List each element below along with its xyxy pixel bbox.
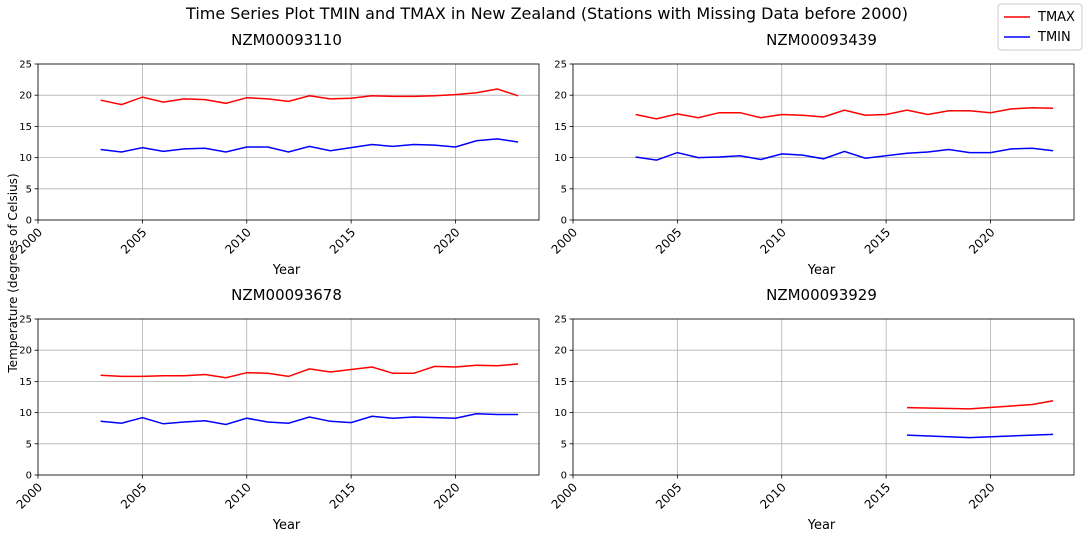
x-tick-label: 2005 <box>653 225 684 256</box>
x-tick-label: 2020 <box>966 225 997 256</box>
subplot-2: 0 5 10 15 20 25 2000 2005 2010 2015 2020 NZM0009343… <box>549 31 1075 278</box>
axes-frame <box>37 318 540 476</box>
legend-tmax-label: TMAX <box>1037 10 1075 25</box>
subplot-4: 0 5 10 15 20 25 2000 2005 2010 2015 2020 NZM0009392… <box>549 286 1075 533</box>
y-tick-label: 0 <box>26 216 32 227</box>
y-tick-label: 0 <box>26 471 32 482</box>
x-tick-label: 2020 <box>966 480 997 511</box>
x-tick-label: 2020 <box>431 225 462 256</box>
x-axis-label: Year <box>807 518 836 533</box>
y-tick-label: 0 <box>561 471 567 482</box>
series-line-tmin <box>635 147 1054 161</box>
legend: TMAX TMIN <box>997 3 1083 51</box>
x-tick-label: 2010 <box>757 480 788 511</box>
y-tick-label: 20 <box>19 91 32 102</box>
y-tick-label: 20 <box>554 346 567 357</box>
series-line-tmax <box>100 88 519 106</box>
y-tick-label: 5 <box>26 439 32 450</box>
series-line-tmin <box>100 413 519 426</box>
series-line-tmax <box>635 106 1054 120</box>
y-axis-label: Temperature (degrees of Celsius) <box>6 173 20 373</box>
y-tick-label: 10 <box>19 153 32 164</box>
x-tick-label: 2000 <box>549 480 580 511</box>
x-tick-label: 2010 <box>222 225 253 256</box>
axes-frame <box>572 318 1075 476</box>
y-tick-label: 0 <box>561 216 567 227</box>
y-tick-label: 25 <box>19 60 32 71</box>
x-tick-label: 2005 <box>653 480 684 511</box>
x-axis-label: Year <box>272 518 301 533</box>
x-tick-label: 2015 <box>327 480 358 511</box>
x-tick-label: 2020 <box>431 480 462 511</box>
series-line-tmin <box>100 138 519 153</box>
x-tick-label: 2005 <box>118 225 149 256</box>
y-tick-label: 25 <box>554 315 567 326</box>
x-tick-label: 2000 <box>549 225 580 256</box>
subplot-title: NZM00093110 <box>231 31 342 49</box>
y-tick-label: 20 <box>19 346 32 357</box>
subplot-3: 0 5 10 15 20 25 2000 2005 2010 2015 2020 NZM0009367… <box>14 286 540 533</box>
y-tick-label: 10 <box>554 153 567 164</box>
subplot-title: NZM00093929 <box>766 286 877 304</box>
y-tick-label: 25 <box>19 315 32 326</box>
y-tick-label: 15 <box>19 122 32 133</box>
axes-frame <box>37 63 540 221</box>
y-tick-label: 5 <box>561 439 567 450</box>
x-axis-label: Year <box>807 263 836 278</box>
series-line-tmax <box>906 399 1054 410</box>
series-line-tmin <box>906 433 1054 439</box>
y-tick-label: 20 <box>554 91 567 102</box>
y-tick-label: 5 <box>26 184 32 195</box>
subplot-title: NZM00093678 <box>231 286 342 304</box>
x-tick-label: 2015 <box>327 225 358 256</box>
subplot-title: NZM00093439 <box>766 31 877 49</box>
y-tick-label: 15 <box>19 377 32 388</box>
x-tick-label: 2010 <box>222 480 253 511</box>
x-tick-label: 2000 <box>14 480 45 511</box>
y-tick-label: 10 <box>554 408 567 419</box>
y-tick-label: 15 <box>554 377 567 388</box>
x-tick-label: 2005 <box>118 480 149 511</box>
x-axis-label: Year <box>272 263 301 278</box>
y-tick-label: 5 <box>561 184 567 195</box>
axes-frame <box>572 63 1075 221</box>
y-tick-label: 10 <box>19 408 32 419</box>
legend-tmin-label: TMIN <box>1037 30 1071 45</box>
series-line-tmax <box>100 363 519 379</box>
figure-title: Time Series Plot TMIN and TMAX in New Ze… <box>185 4 908 23</box>
legend-box <box>997 3 1083 51</box>
x-tick-label: 2015 <box>862 225 893 256</box>
x-tick-label: 2015 <box>862 480 893 511</box>
x-tick-label: 2010 <box>757 225 788 256</box>
y-tick-label: 25 <box>554 60 567 71</box>
y-tick-label: 15 <box>554 122 567 133</box>
